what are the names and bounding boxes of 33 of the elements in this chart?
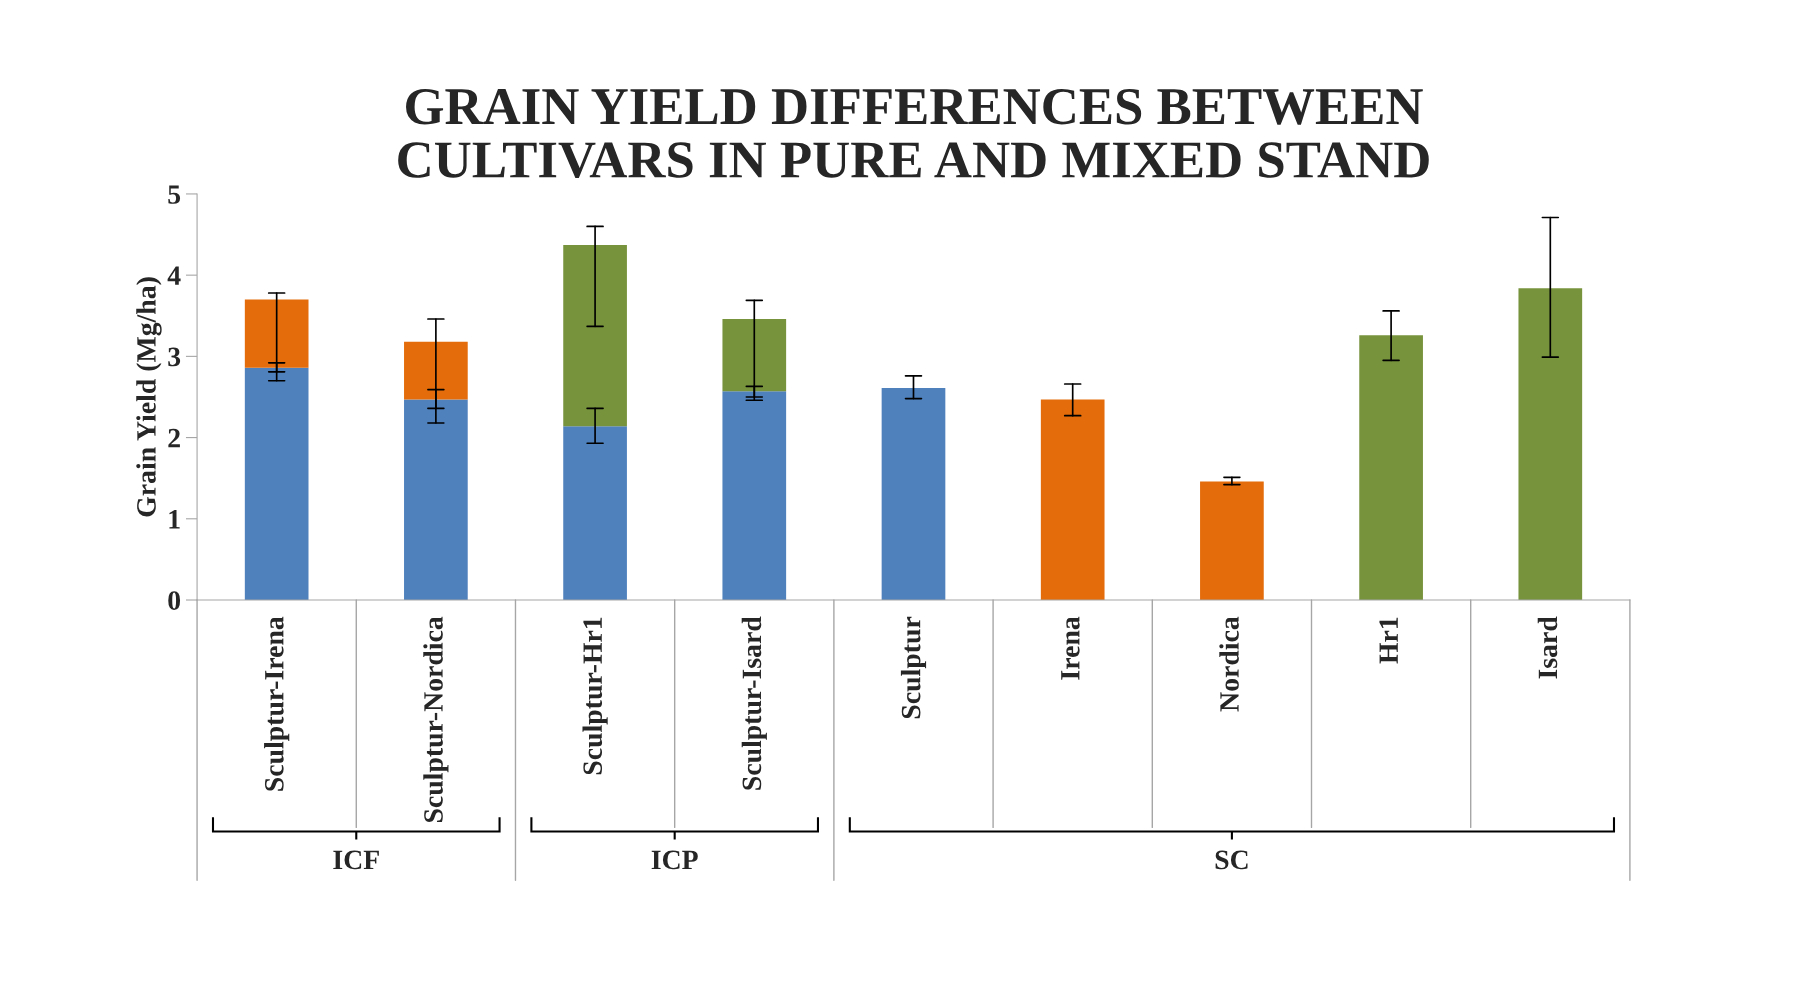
bar xyxy=(563,245,627,427)
x-tick-label: Sculptur-Nordica xyxy=(423,616,449,823)
y-tick-label: 5 xyxy=(168,185,181,204)
x-tick-label: Nordica xyxy=(1219,616,1239,712)
bar xyxy=(1518,288,1583,600)
text: ICF xyxy=(333,850,379,870)
x-tick-label: Sculptur-Irena xyxy=(264,616,290,791)
y-tick-label: 0 xyxy=(168,591,181,610)
y-tick-label: 2 xyxy=(168,428,180,448)
x-tick-label: Sculptur xyxy=(900,616,927,719)
bar xyxy=(1359,335,1423,600)
bar xyxy=(1040,399,1105,600)
chart-title: GRAIN YIELD DIFFERENCES BETWEEN CULTIVARS IN PURE AND MIXED STAND xyxy=(398,88,1429,179)
y-axis-title: Grain Yield (Mg/ha) xyxy=(136,277,162,517)
text: ICP xyxy=(651,850,698,870)
x-tick-label: Isard xyxy=(1537,616,1558,679)
x-tick-label: Hr1 xyxy=(1379,617,1398,664)
y-tick-label: 1 xyxy=(169,510,180,529)
x-tick-label: Sculptur-Hr1 xyxy=(582,617,608,775)
x-tick-label: Sculptur-Isard xyxy=(741,616,767,790)
bar xyxy=(244,299,309,368)
bar xyxy=(881,388,946,600)
bar xyxy=(722,319,787,392)
bar xyxy=(404,341,468,400)
y-tick-label: 4 xyxy=(167,266,181,285)
bar xyxy=(1200,481,1264,600)
text: SC xyxy=(1215,850,1248,870)
x-tick-label: Irena xyxy=(1061,616,1080,680)
bar xyxy=(244,367,309,600)
y-tick-label: 3 xyxy=(168,347,181,367)
bar xyxy=(404,399,468,600)
bar xyxy=(722,391,787,600)
bar xyxy=(563,426,627,600)
